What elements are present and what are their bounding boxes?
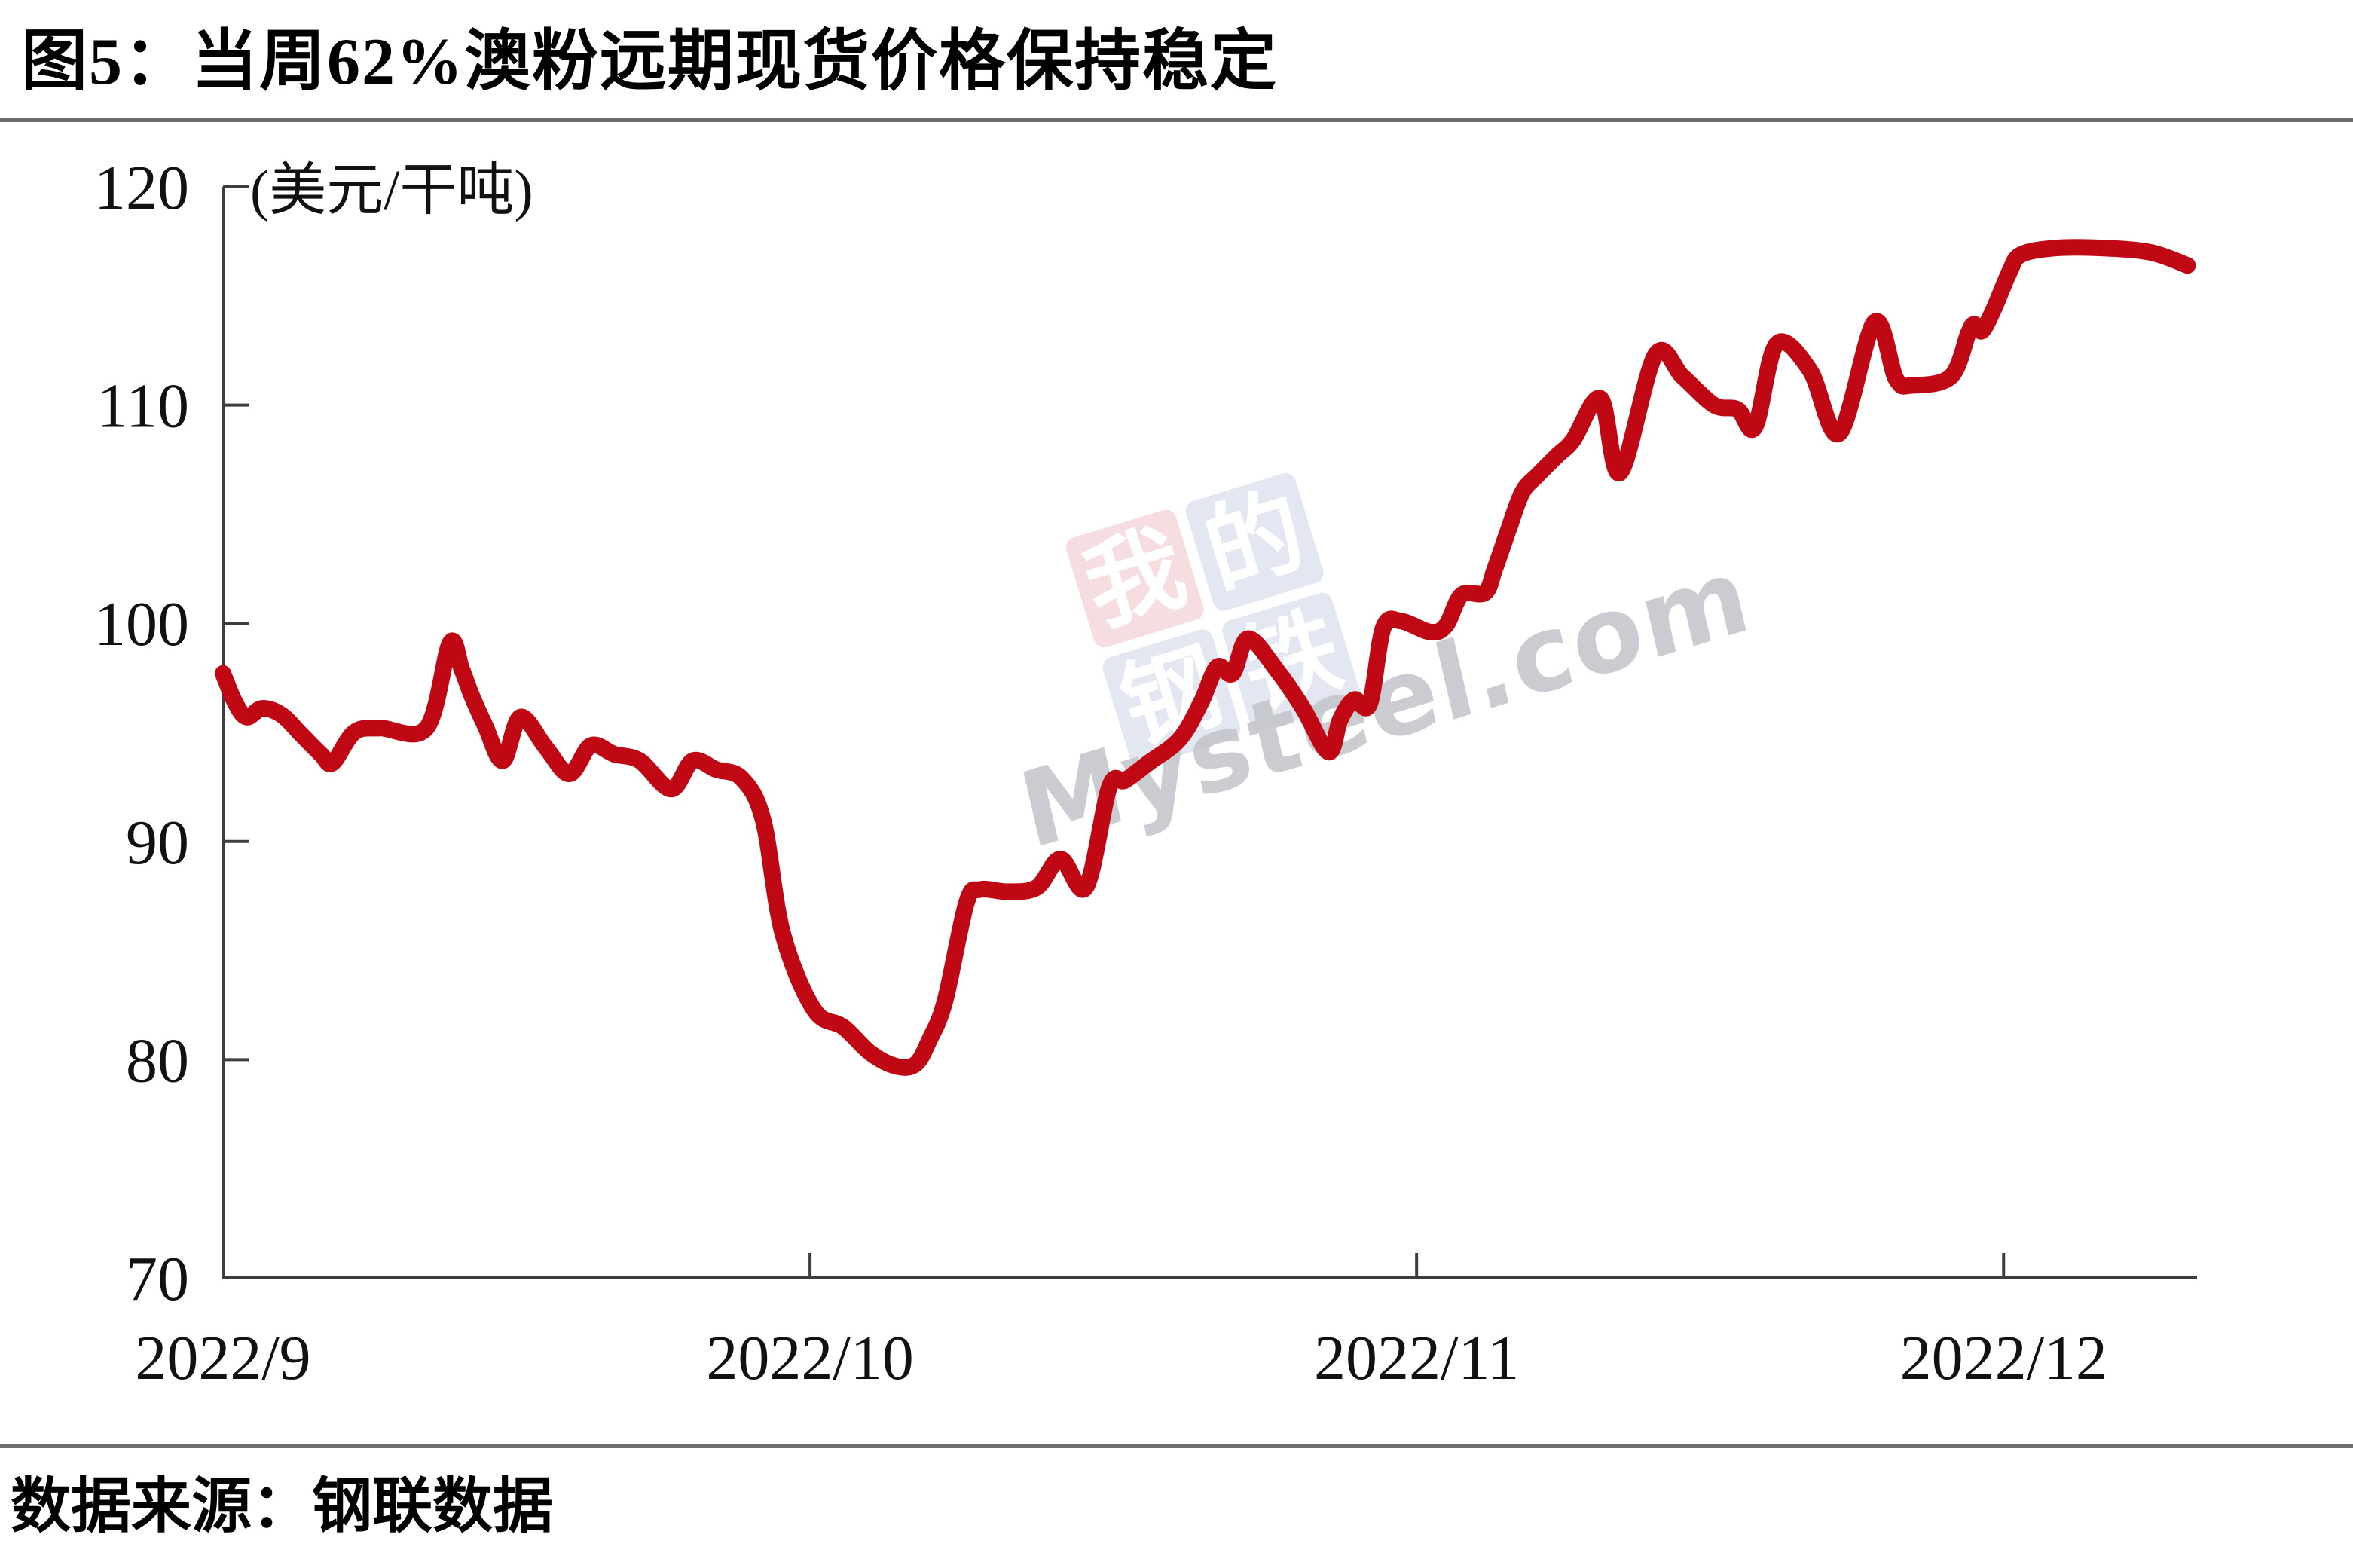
data-source-note: 数据来源：钢联数据 — [11, 1474, 553, 1540]
x-tick-label: 2022/12 — [1900, 1323, 2107, 1393]
y-axis-unit-label: (美元/干吨) — [250, 159, 533, 222]
x-tick-label: 2022/11 — [1314, 1323, 1519, 1393]
y-tick-label: 100 — [94, 589, 189, 659]
figure-title: 图5：当周62%澳粉远期现货价格保持稳定 — [21, 26, 1279, 99]
top-divider — [0, 118, 2353, 122]
y-tick-label: 90 — [126, 808, 189, 878]
x-tick-label: 2022/9 — [135, 1323, 310, 1393]
y-tick-label: 70 — [126, 1244, 189, 1314]
y-tick-label: 80 — [126, 1025, 189, 1096]
bottom-divider — [0, 1444, 2353, 1448]
y-tick-label: 120 — [94, 153, 189, 223]
y-tick-label: 110 — [96, 371, 189, 442]
x-tick-label: 2022/10 — [706, 1323, 913, 1393]
price-line-series — [215, 239, 2196, 1076]
